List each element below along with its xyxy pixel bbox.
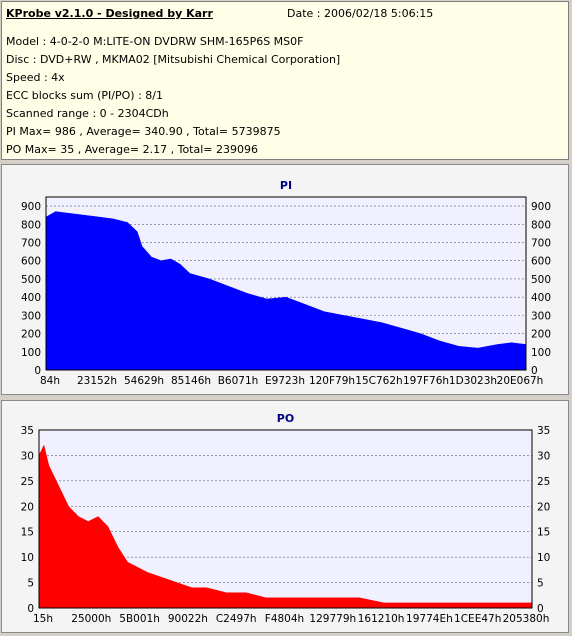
pi-xtick-label: 84h <box>40 375 60 387</box>
pi-chart-panel: PI 0 0 100 100 200 200 300 300 400 400 500 500 600 600… <box>1 164 569 395</box>
pi-ytick-right-label: 800 <box>531 219 551 231</box>
pi-xtick-label: 85146h <box>171 375 211 387</box>
po-ytick-right-label: 5 <box>537 578 544 590</box>
pi-xtick-label: B6071h <box>218 375 259 387</box>
po-chart: PO 0 0 5 5 10 10 15 15 20 20 25 25 30 30 35 35 15h 25000h 5… <box>21 412 551 625</box>
po-ytick-left-label: 25 <box>21 476 34 488</box>
po-ytick-right-label: 35 <box>537 425 550 437</box>
po-xtick-label: F4804h <box>265 613 304 625</box>
po-xtick-label: 161210h <box>358 613 405 625</box>
po-chart-title: PO <box>277 412 294 425</box>
pi-ytick-right-label: 300 <box>531 310 551 322</box>
po-ytick-left-label: 15 <box>21 527 34 539</box>
po-ytick-left-label: 5 <box>27 578 34 590</box>
pi-ytick-right-label: 500 <box>531 274 551 286</box>
pi-summary-line: PI Max= 986 , Average= 340.90 , Total= 5… <box>6 125 281 138</box>
pi-chart: PI 0 0 100 100 200 200 300 300 400 400 500 500 600 600… <box>21 179 551 387</box>
pi-ytick-right-label: 900 <box>531 201 551 213</box>
po-xtick-label: 15h <box>33 613 53 625</box>
pi-xtick-label: 23152h <box>77 375 117 387</box>
pi-ytick-left-label: 400 <box>21 292 41 304</box>
pi-xtick-label: 197F76h <box>403 375 449 387</box>
pi-ytick-right-label: 400 <box>531 292 551 304</box>
info-panel: KProbe v2.1.0 - Designed by Karr Date : … <box>1 1 569 160</box>
po-xtick-label: 90022h <box>168 613 208 625</box>
po-summary-line: PO Max= 35 , Average= 2.17 , Total= 2390… <box>6 143 258 156</box>
pi-ytick-left-label: 800 <box>21 219 41 231</box>
pi-ytick-right-label: 600 <box>531 256 551 268</box>
po-plot-border <box>38 429 533 609</box>
pi-xtick-label: 20E067h <box>497 375 544 387</box>
po-ytick-right-label: 20 <box>537 501 550 513</box>
app-title: KProbe v2.1.0 - Designed by Karr <box>6 7 213 20</box>
po-ytick-right-label: 0 <box>537 603 544 615</box>
speed-line: Speed : 4x <box>6 71 65 84</box>
po-xtick-label: 5B001h <box>119 613 160 625</box>
pi-ytick-left-label: 900 <box>21 201 41 213</box>
range-line: Scanned range : 0 - 2304CDh <box>6 107 169 120</box>
pi-xtick-label: E9723h <box>265 375 305 387</box>
pi-xtick-label: 15C762h <box>355 375 402 387</box>
pi-ytick-right-label: 200 <box>531 329 551 341</box>
pi-plot-border <box>45 196 527 371</box>
po-ytick-left-label: 20 <box>21 501 34 513</box>
po-ytick-right-label: 25 <box>537 476 550 488</box>
pi-ytick-right-label: 100 <box>531 347 551 359</box>
po-xtick-label: 1CEE47h <box>454 613 501 625</box>
pi-ytick-left-label: 300 <box>21 310 41 322</box>
po-ytick-left-label: 35 <box>21 425 34 437</box>
pi-ytick-right-label: 0 <box>531 365 538 377</box>
po-xtick-label: 25000h <box>71 613 111 625</box>
po-chart-panel: PO 0 0 5 5 10 10 15 15 20 20 25 25 30 30 35 35 15h 25000h 5… <box>1 400 569 633</box>
scan-date: Date : 2006/02/18 5:06:15 <box>287 7 434 20</box>
pi-xtick-label: 1D3023h <box>449 375 497 387</box>
pi-chart-title: PI <box>280 179 292 192</box>
po-xtick-label: C2497h <box>216 613 257 625</box>
po-ytick-right-label: 10 <box>537 552 550 564</box>
pi-ytick-left-label: 100 <box>21 347 41 359</box>
pi-ytick-left-label: 200 <box>21 329 41 341</box>
po-xtick-label: 205380h <box>503 613 550 625</box>
pi-xtick-label: 54629h <box>124 375 164 387</box>
pi-ytick-left-label: 0 <box>34 365 41 377</box>
pi-xtick-label: 120F79h <box>309 375 355 387</box>
po-ytick-left-label: 30 <box>21 450 34 462</box>
po-ytick-left-label: 10 <box>21 552 34 564</box>
po-area-series <box>38 444 533 609</box>
po-ytick-left-label: 0 <box>27 603 34 615</box>
po-xtick-label: 19774Eh <box>406 613 453 625</box>
po-ytick-right-label: 15 <box>537 527 550 539</box>
ecc-line: ECC blocks sum (PI/PO) : 8/1 <box>6 89 163 102</box>
po-ytick-right-label: 30 <box>537 450 550 462</box>
pi-area-series <box>45 211 527 371</box>
pi-ytick-left-label: 600 <box>21 256 41 268</box>
pi-ytick-left-label: 700 <box>21 238 41 250</box>
disc-line: Disc : DVD+RW , MKMA02 [Mitsubishi Chemi… <box>6 53 341 66</box>
model-line: Model : 4-0-2-0 M:LITE-ON DVDRW SHM-165P… <box>6 35 304 48</box>
pi-ytick-right-label: 700 <box>531 238 551 250</box>
po-xtick-label: 129779h <box>309 613 356 625</box>
pi-ytick-left-label: 500 <box>21 274 41 286</box>
